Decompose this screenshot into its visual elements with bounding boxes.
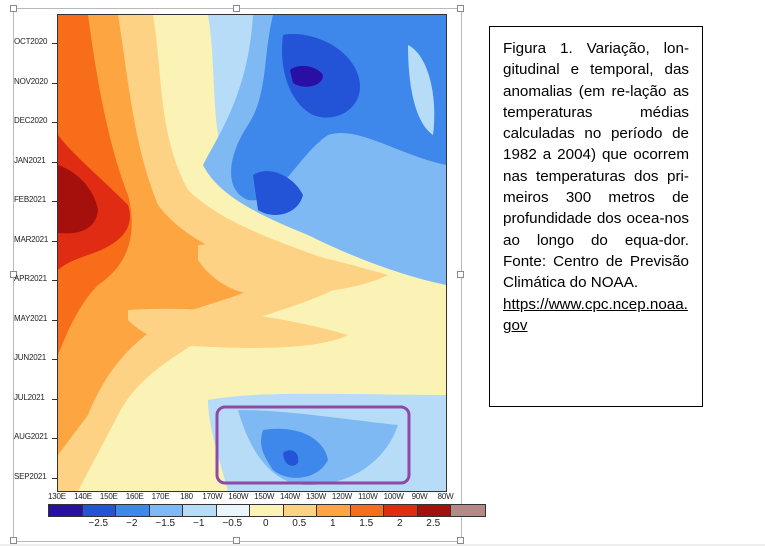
colorbar-swatch xyxy=(149,505,183,516)
resize-handle-top-right[interactable] xyxy=(457,5,464,12)
resize-handle-middle-left[interactable] xyxy=(10,271,17,278)
y-tick-label: MAR2021 xyxy=(14,234,49,244)
y-tick-mark xyxy=(52,319,57,321)
y-tick-mark xyxy=(52,82,57,84)
y-tick-mark xyxy=(52,359,57,360)
colorbar-label: −2.5 xyxy=(88,518,109,529)
colorbar-label: 0.5 xyxy=(292,518,307,529)
x-tick-label: 170E xyxy=(151,492,170,501)
y-tick-mark xyxy=(52,280,57,281)
y-tick-mark xyxy=(52,477,57,479)
x-tick-label: 140W xyxy=(280,492,301,501)
x-tick-label: 160E xyxy=(125,492,144,501)
colorbar-label: −2 xyxy=(126,518,138,529)
resize-handle-middle-right[interactable] xyxy=(457,271,464,278)
y-tick-label: MAY2021 xyxy=(14,313,48,323)
x-tick-label: 150W xyxy=(254,492,275,501)
colorbar-label: 2 xyxy=(396,518,403,529)
x-tick-label: 170W xyxy=(202,492,223,501)
y-tick-mark xyxy=(52,43,57,44)
colorbar-label: 2.5 xyxy=(426,518,441,529)
resize-handle-bottom-center[interactable] xyxy=(233,537,240,544)
y-tick-mark xyxy=(52,201,57,202)
colorbar-swatch xyxy=(250,505,284,516)
colorbar-label: −0.5 xyxy=(222,518,243,529)
y-tick-label: OCT2020 xyxy=(14,37,48,46)
y-tick-label: SEP2021 xyxy=(14,471,47,481)
colorbar-swatch xyxy=(451,505,485,516)
colorbar-swatch xyxy=(317,505,351,516)
colorbar-label: 1.5 xyxy=(359,518,374,529)
colorbar-swatch xyxy=(283,505,317,516)
resize-handle-bottom-left[interactable] xyxy=(10,537,17,544)
colorbar-label: 1 xyxy=(329,518,336,529)
anomaly-hovmoller-plot xyxy=(57,14,447,492)
y-tick-label: AUG2021 xyxy=(14,432,48,441)
y-tick-mark xyxy=(52,398,57,400)
x-tick-label: 120W xyxy=(331,492,352,501)
x-tick-label: 80W xyxy=(437,492,454,501)
colorbar-swatch xyxy=(183,505,217,516)
y-tick-label: APR2021 xyxy=(14,274,47,283)
y-tick-label: JUL2021 xyxy=(14,392,45,402)
y-tick-mark xyxy=(52,240,57,242)
colorbar-swatch xyxy=(49,505,83,516)
y-tick-label: JAN2021 xyxy=(14,155,46,165)
x-tick-label: 90W xyxy=(411,492,428,501)
y-tick-mark xyxy=(52,161,57,163)
resize-handle-top-center[interactable] xyxy=(233,5,240,12)
figure-image-frame[interactable] xyxy=(10,5,464,544)
x-tick-label: 100W xyxy=(383,492,404,501)
y-tick-label: FEB2021 xyxy=(14,195,46,204)
x-tick-label: 150E xyxy=(99,492,118,501)
x-tick-label: 180 xyxy=(180,492,193,501)
anomaly-field-graphic xyxy=(58,15,446,491)
y-tick-mark xyxy=(52,438,57,439)
x-tick-label: 140E xyxy=(73,492,92,501)
colorbar-label: −1 xyxy=(193,518,205,529)
colorbar xyxy=(48,504,486,517)
y-tick-label: DEC2020 xyxy=(14,116,48,125)
x-tick-label: 130W xyxy=(305,492,327,501)
colorbar-label: 0 xyxy=(262,518,269,529)
colorbar-swatch xyxy=(350,505,384,516)
colorbar-label: −1.5 xyxy=(155,518,176,529)
figure-caption-box: Figura 1. Variação, lon-gitudinal e temp… xyxy=(489,26,703,407)
source-link[interactable]: https://www.cpc.ncep.noaa.gov xyxy=(503,295,688,334)
x-tick-label: 110W xyxy=(358,492,378,501)
x-tick-label: 160W xyxy=(228,492,249,501)
resize-handle-top-left[interactable] xyxy=(10,5,17,12)
y-tick-label: JUN2021 xyxy=(14,353,46,362)
resize-handle-bottom-right[interactable] xyxy=(457,537,464,544)
colorbar-swatch xyxy=(216,505,250,516)
highlight-box xyxy=(215,405,411,485)
colorbar-swatch xyxy=(82,505,116,516)
y-tick-mark xyxy=(52,122,57,123)
page-edge xyxy=(0,544,765,546)
caption-text: Figura 1. Variação, lon-gitudinal e temp… xyxy=(503,40,689,292)
colorbar-swatch xyxy=(116,505,150,516)
colorbar-swatch xyxy=(384,505,418,516)
x-tick-label: 130E xyxy=(48,492,66,501)
y-tick-label: NOV2020 xyxy=(14,76,48,86)
colorbar-swatch xyxy=(417,505,451,516)
